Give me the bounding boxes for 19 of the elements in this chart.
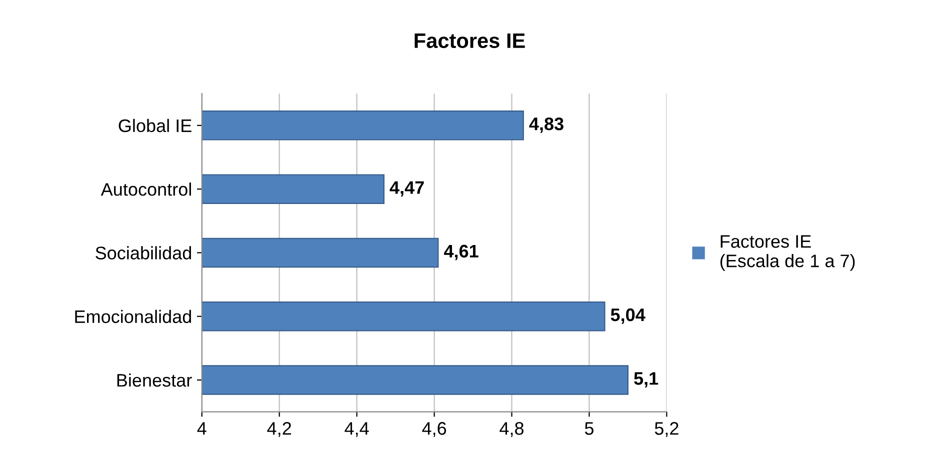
data-label: 4,61 [444,244,478,260]
x-tick-label: 4 [197,422,206,435]
y-tick-label: Emocionalidad [75,310,192,324]
data-label: 4,47 [390,181,424,197]
data-label: 5,1 [634,372,658,388]
data-label: 5,04 [610,308,646,324]
x-tick-label: 4,8 [500,422,524,437]
x-tick-label: 4,6 [422,422,446,437]
x-tick-label: 4,2 [267,422,291,437]
legend-label: Factores IE (Escala de 1 a 7) [720,235,855,271]
x-tick-label: 4,4 [344,422,369,437]
y-tick-label: Bienestar [117,373,192,387]
y-tick-label: Sociabilidad [96,246,192,260]
y-tick-label: Global IE [118,118,192,132]
chart-title: Factores IE [414,34,525,48]
x-tick-label: 5 [584,422,594,435]
y-tick-label: Autocontrol [100,182,191,196]
data-label: 4,83 [529,117,564,133]
x-tick-label: 5,2 [654,422,678,437]
